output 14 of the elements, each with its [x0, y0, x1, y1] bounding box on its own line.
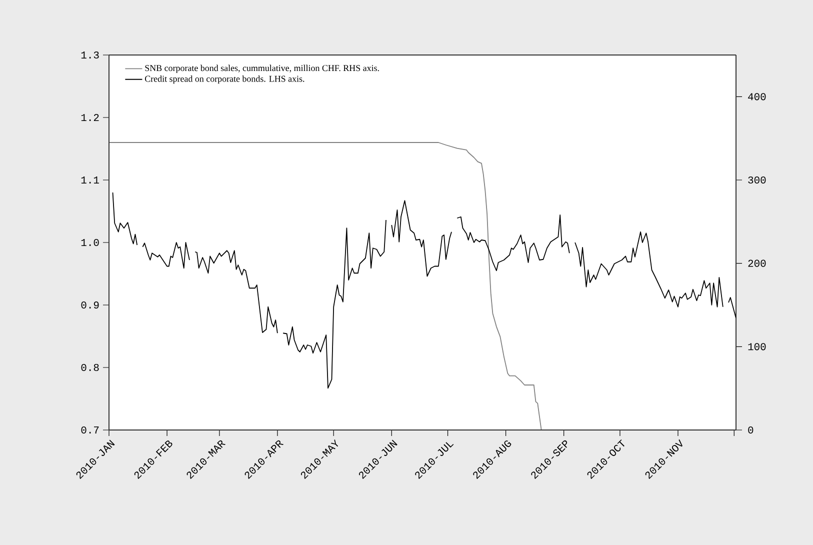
y-tick-label: 0.7: [81, 426, 99, 434]
y-tick-label: 1.3: [81, 51, 99, 59]
y2-tick-label: 0: [748, 426, 754, 434]
y-tick-label: 0.9: [81, 301, 99, 309]
y2-tick-label: 200: [748, 260, 766, 267]
y2-tick-label: 100: [748, 343, 766, 350]
y-tick-label: 1.2: [81, 114, 99, 121]
legend-label: Credit spread on corporate bonds. LHS axis.: [145, 76, 304, 84]
y2-tick-label: 400: [748, 93, 766, 100]
y-tick-label: 0.8: [81, 364, 99, 372]
y-tick-label: 1.1: [81, 176, 99, 184]
y-tick-label: 1.0: [81, 238, 99, 246]
legend-label: SNB corporate bond sales, cummulative, million CHF. RHS axis.: [145, 64, 379, 73]
y2-tick-label: 300: [748, 176, 766, 184]
